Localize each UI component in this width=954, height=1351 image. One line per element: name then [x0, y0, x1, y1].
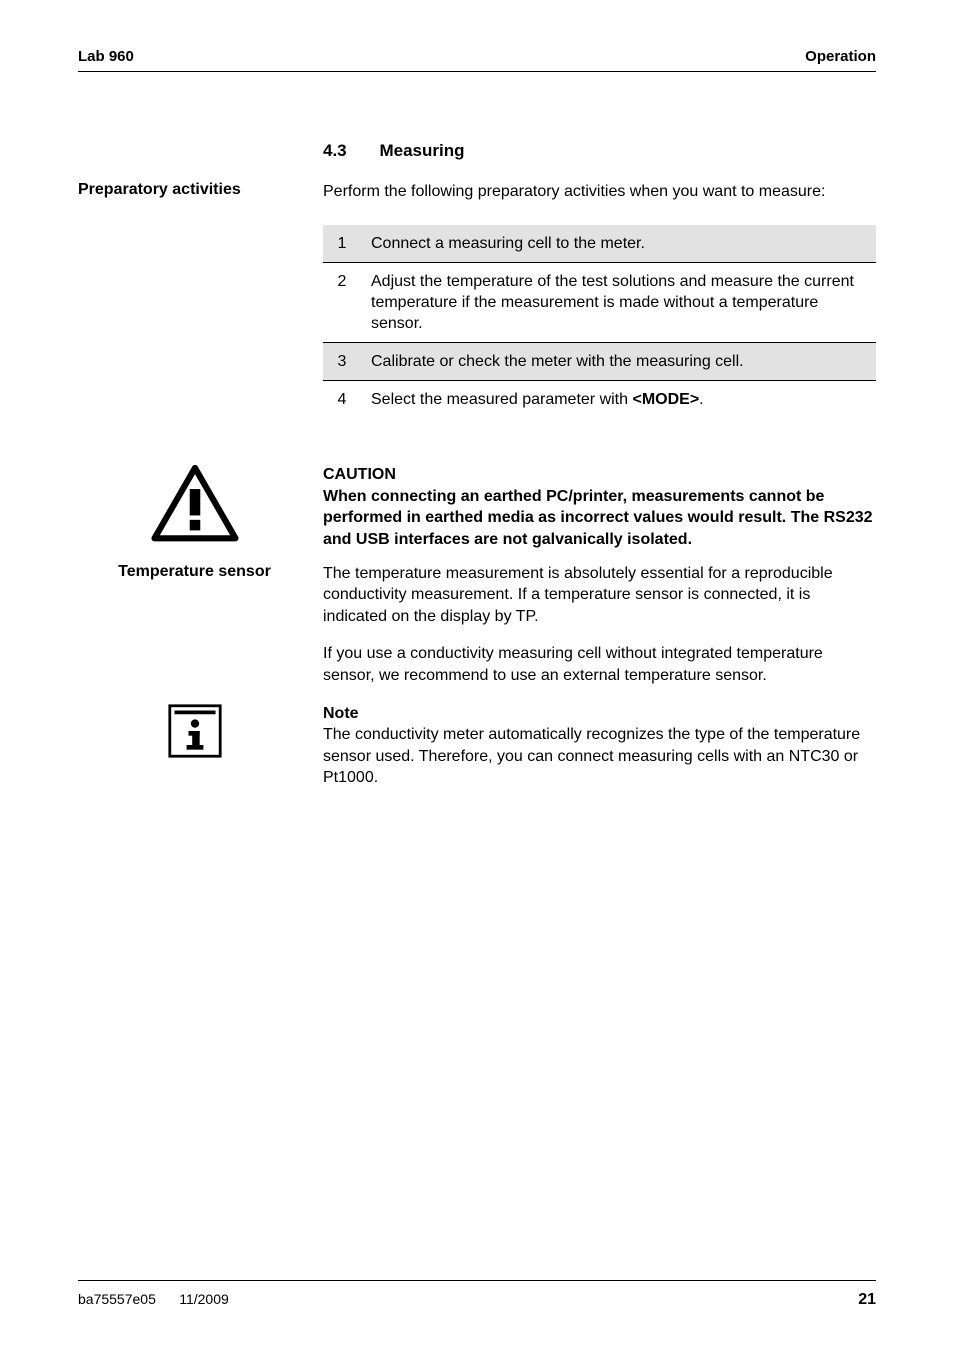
temp-sensor-row: Temperature sensor The temperature measu…	[78, 563, 876, 699]
footer-date: 11/2009	[179, 1291, 229, 1307]
info-icon	[167, 703, 223, 759]
caution-body: When connecting an earthed PC/printer, m…	[323, 486, 876, 551]
step-text: Adjust the temperature of the test solut…	[361, 262, 876, 342]
note-heading: Note	[323, 703, 876, 725]
prep-intro: Perform the following preparatory activi…	[323, 181, 876, 203]
temp-sensor-p1: The temperature measurement is absolutel…	[323, 563, 876, 628]
step-text: Connect a measuring cell to the meter.	[361, 225, 876, 263]
step-number: 1	[323, 225, 361, 263]
section-number: 4.3	[323, 140, 375, 163]
table-row: 1Connect a measuring cell to the meter.	[323, 225, 876, 263]
step-text: Calibrate or check the meter with the me…	[361, 342, 876, 380]
section-heading-row: 4.3 Measuring	[78, 140, 876, 163]
step-number: 4	[323, 381, 361, 419]
table-row: 2Adjust the temperature of the test solu…	[323, 262, 876, 342]
footer-page: 21	[858, 1291, 876, 1309]
temp-sensor-p2: If you use a conductivity measuring cell…	[323, 643, 876, 686]
footer-left: ba75557e05 11/2009	[78, 1291, 229, 1309]
caution-heading: CAUTION	[323, 464, 876, 486]
section-title: Measuring	[379, 141, 464, 160]
prep-row: Preparatory activities Perform the follo…	[78, 181, 876, 446]
prep-label: Preparatory activities	[78, 181, 323, 446]
footer-doc: ba75557e05	[78, 1291, 156, 1307]
step-number: 2	[323, 262, 361, 342]
header-right: Operation	[805, 48, 876, 65]
table-row: 3Calibrate or check the meter with the m…	[323, 342, 876, 380]
step-number: 3	[323, 342, 361, 380]
steps-table: 1Connect a measuring cell to the meter.2…	[323, 225, 876, 419]
note-row: Note The conductivity meter automaticall…	[78, 703, 876, 789]
temp-sensor-label: Temperature sensor	[78, 563, 323, 699]
caution-row: CAUTION When connecting an earthed PC/pr…	[78, 464, 876, 550]
header-left: Lab 960	[78, 48, 134, 65]
running-header: Lab 960 Operation	[78, 48, 876, 72]
warning-triangle-icon	[151, 464, 239, 544]
step-text: Select the measured parameter with <MODE…	[361, 381, 876, 419]
note-body: The conductivity meter automatically rec…	[323, 724, 876, 789]
table-row: 4Select the measured parameter with <MOD…	[323, 381, 876, 419]
page-footer: ba75557e05 11/2009 21	[78, 1280, 876, 1309]
